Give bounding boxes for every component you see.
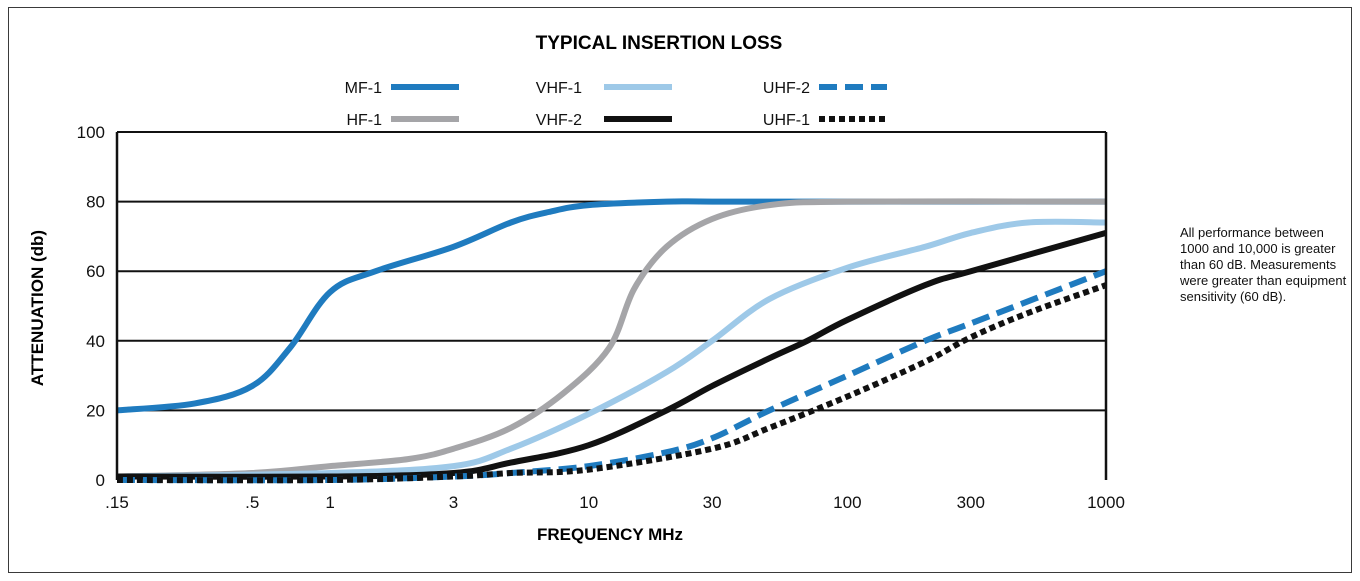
x-tick-labels: .15 .5 1 3 10 30 100 300 1000 (105, 493, 1125, 512)
x-tick-label: 1000 (1087, 493, 1125, 512)
y-tick-label: 40 (86, 332, 105, 351)
legend-label-uhf-2: UHF-2 (763, 80, 810, 97)
x-tick-label: .15 (105, 493, 129, 512)
x-tick-label: 100 (833, 493, 861, 512)
x-tick-label: 10 (579, 493, 598, 512)
x-tick-label: 3 (449, 493, 458, 512)
x-tick-label: 300 (957, 493, 985, 512)
y-tick-label: 80 (86, 193, 105, 212)
y-axis-title: ATTENUATION (db) (28, 230, 47, 386)
chart-title: TYPICAL INSERTION LOSS (536, 33, 783, 54)
insertion-loss-chart: TYPICAL INSERTION LOSS MF-1 VHF-1 UHF-2 HF-… (28, 33, 1125, 544)
x-axis-title: FREQUENCY MHz (537, 525, 683, 544)
legend-label-vhf-1: VHF-1 (536, 80, 582, 97)
y-tick-label: 60 (86, 262, 105, 281)
y-tick-label: 0 (96, 471, 105, 490)
series-line-vhf-2 (116, 230, 1107, 480)
x-tick-label: .5 (245, 493, 259, 512)
y-tick-label: 100 (77, 123, 105, 142)
chart-frame: TYPICAL INSERTION LOSS MF-1 VHF-1 UHF-2 HF-… (8, 7, 1352, 573)
series-line-hf-1 (116, 198, 1107, 480)
series-line-uhf-1 (116, 282, 1108, 484)
series-layer (116, 198, 1108, 484)
legend-label-hf-1: HF-1 (346, 112, 382, 129)
series-line-mf-1 (116, 198, 1106, 414)
axes (115, 131, 1108, 480)
x-tick-label: 30 (703, 493, 722, 512)
series-line-vhf-1 (116, 218, 1107, 480)
legend: MF-1 VHF-1 UHF-2 HF-1 VHF-2 UHF-1 (345, 80, 887, 129)
legend-label-uhf-1: UHF-1 (763, 112, 810, 129)
performance-note: All performance between 1000 and 10,000 … (1180, 225, 1347, 304)
x-tick-label: 1 (325, 493, 334, 512)
y-tick-label: 20 (86, 401, 105, 420)
y-tick-labels: 0 20 40 60 80 100 (77, 123, 105, 490)
legend-label-vhf-2: VHF-2 (536, 112, 582, 129)
legend-label-mf-1: MF-1 (345, 80, 382, 97)
